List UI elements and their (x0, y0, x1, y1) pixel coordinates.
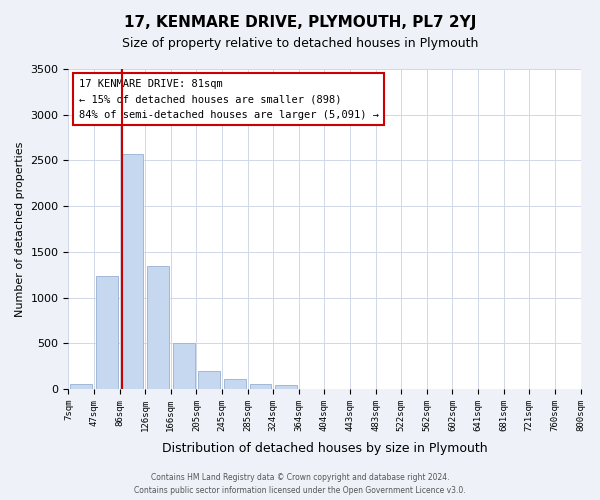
Y-axis label: Number of detached properties: Number of detached properties (15, 142, 25, 316)
Bar (147, 266, 169, 389)
Bar (70, 384, 92, 389)
Bar (122, 154, 143, 389)
Text: 17, KENMARE DRIVE, PLYMOUTH, PL7 2YJ: 17, KENMARE DRIVE, PLYMOUTH, PL7 2YJ (124, 15, 476, 30)
Bar (224, 379, 246, 389)
Bar (275, 386, 297, 389)
Bar (199, 370, 220, 389)
Bar (96, 276, 118, 389)
X-axis label: Distribution of detached houses by size in Plymouth: Distribution of detached houses by size … (161, 442, 487, 455)
Text: 17 KENMARE DRIVE: 81sqm
← 15% of detached houses are smaller (898)
84% of semi-d: 17 KENMARE DRIVE: 81sqm ← 15% of detache… (79, 78, 379, 120)
Text: Contains HM Land Registry data © Crown copyright and database right 2024.
Contai: Contains HM Land Registry data © Crown c… (134, 474, 466, 495)
Text: Size of property relative to detached houses in Plymouth: Size of property relative to detached ho… (122, 38, 478, 51)
Bar (250, 384, 271, 389)
Bar (173, 343, 194, 389)
